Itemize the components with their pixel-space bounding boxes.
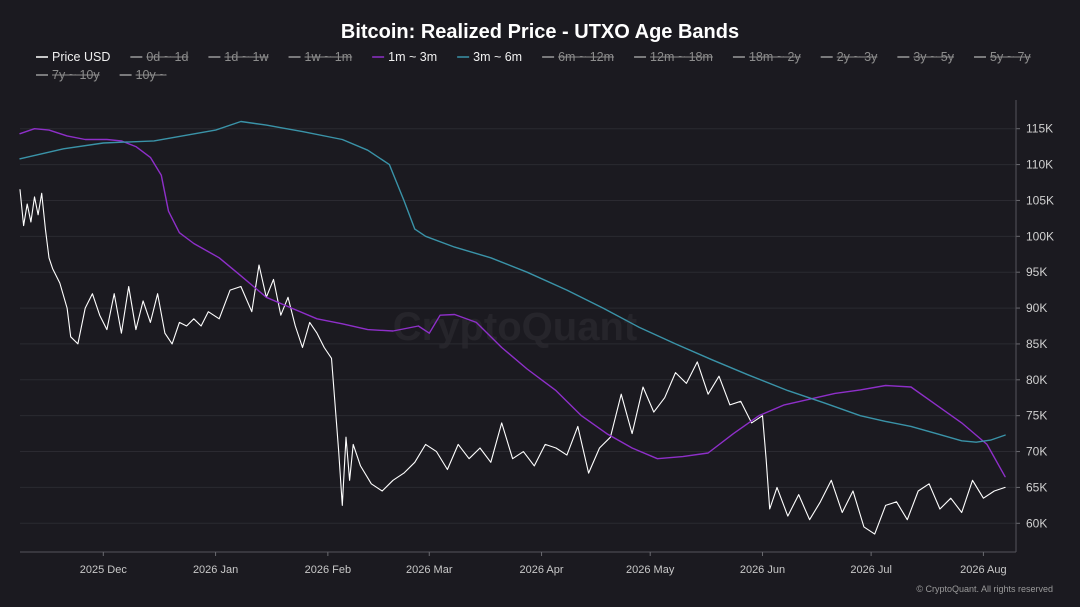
series-line-3m-6m <box>19 120 1006 443</box>
legend-item[interactable]: 7y ~ 10y <box>36 68 100 82</box>
x-tick-label: 2025 Dec <box>80 564 128 576</box>
x-tick-label: 2026 Feb <box>305 564 351 576</box>
legend-item[interactable]: 2y ~ 3y <box>820 50 878 64</box>
y-tick-label: 115K <box>1026 122 1053 136</box>
legend-item[interactable]: 12m ~ 18m <box>634 50 713 64</box>
x-tick-label: 2026 Aug <box>960 564 1007 576</box>
legend-item[interactable]: 1m ~ 3m <box>372 50 437 64</box>
legend-label: 3m ~ 6m <box>473 50 522 64</box>
chart-title: Bitcoin: Realized Price - UTXO Age Bands <box>341 21 739 43</box>
series-line-price-usd <box>19 189 1006 535</box>
x-tick-label: 2026 Jul <box>850 564 892 576</box>
legend-item[interactable]: 6m ~ 12m <box>542 50 615 64</box>
legend: Price USD 0d ~ 1d 1d ~ 1w 1w ~ 1m 1m ~ 3m 3m … <box>36 50 1031 82</box>
legend-item[interactable]: 10y ~ <box>119 68 167 82</box>
legend-item[interactable]: 1d ~ 1w <box>208 50 270 64</box>
x-tick-label: 2026 Jan <box>193 564 238 576</box>
y-tick-label: 110K <box>1026 158 1053 172</box>
copyright-footer: © CryptoQuant. All rights reserved <box>916 584 1053 594</box>
y-tick-label: 75K <box>1026 409 1047 423</box>
legend-label: Price USD <box>52 50 110 64</box>
legend-item[interactable]: 3m ~ 6m <box>457 50 522 64</box>
y-tick-label: 90K <box>1026 301 1047 315</box>
y-tick-label: 65K <box>1026 480 1047 494</box>
legend-item[interactable]: 1w ~ 1m <box>288 50 353 64</box>
y-tick-label: 100K <box>1026 229 1054 243</box>
x-tick-label: 2026 May <box>626 564 675 576</box>
y-tick-label: 105K <box>1026 193 1054 207</box>
legend-item[interactable]: Price USD <box>36 50 110 64</box>
x-tick-label: 2026 Apr <box>520 564 564 576</box>
legend-label: 1m ~ 3m <box>388 50 437 64</box>
x-tick-label: 2026 Mar <box>406 564 453 576</box>
y-tick-label: 80K <box>1026 373 1047 387</box>
legend-item[interactable]: 5y ~ 7y <box>974 50 1031 64</box>
legend-item[interactable]: 18m ~ 2y <box>732 50 802 64</box>
grid <box>20 128 1016 524</box>
y-tick-label: 60K <box>1026 516 1047 530</box>
legend-item[interactable]: 0d ~ 1d <box>130 50 188 64</box>
x-tick-label: 2026 Jun <box>740 564 785 576</box>
watermark-text: CryptoQuant <box>393 305 637 349</box>
legend-item[interactable]: 3y ~ 5y <box>897 50 955 64</box>
y-tick-label: 95K <box>1026 265 1047 279</box>
series-layer <box>19 120 1006 535</box>
axes: 60K 65K 70K 75K 80K 85K 90K 95K 100K 105K 110K 115K… <box>20 100 1054 576</box>
y-tick-label: 70K <box>1026 445 1047 459</box>
series-line-1m-3m <box>19 127 1006 478</box>
y-tick-label: 85K <box>1026 337 1047 351</box>
